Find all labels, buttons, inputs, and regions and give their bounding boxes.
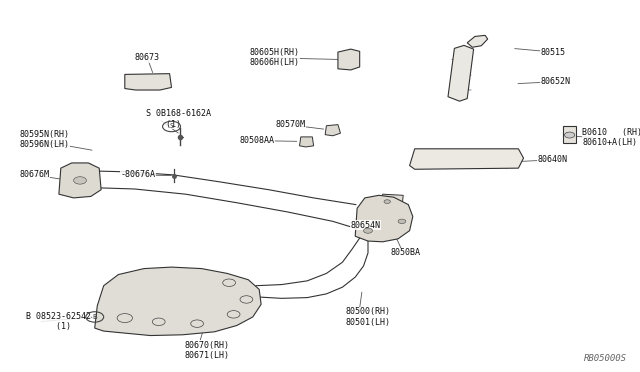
Polygon shape xyxy=(59,163,101,198)
Text: 80508AA: 80508AA xyxy=(240,136,275,145)
Text: S: S xyxy=(170,124,173,129)
Text: 80605H(RH)
80606H(LH): 80605H(RH) 80606H(LH) xyxy=(250,48,300,67)
Polygon shape xyxy=(410,149,524,169)
Text: B 08523-62542
      (1): B 08523-62542 (1) xyxy=(26,312,91,331)
Text: 80500(RH)
80501(LH): 80500(RH) 80501(LH) xyxy=(346,307,390,327)
Text: 80640N: 80640N xyxy=(538,155,568,164)
Text: B0610   (RH)
80610+A(LH): B0610 (RH) 80610+A(LH) xyxy=(582,128,640,147)
Text: -80676A: -80676A xyxy=(120,170,156,179)
Polygon shape xyxy=(563,126,576,143)
Text: 80515: 80515 xyxy=(541,48,566,57)
Circle shape xyxy=(384,200,390,203)
Text: 80670(RH)
80671(LH): 80670(RH) 80671(LH) xyxy=(184,341,229,360)
Text: 80570M: 80570M xyxy=(275,120,305,129)
Text: 80654N: 80654N xyxy=(351,221,381,230)
Circle shape xyxy=(398,219,406,224)
Text: 80652N: 80652N xyxy=(541,77,571,86)
Text: B: B xyxy=(92,314,97,320)
Text: 80595N(RH)
80596N(LH): 80595N(RH) 80596N(LH) xyxy=(19,130,69,149)
Polygon shape xyxy=(355,195,413,242)
Circle shape xyxy=(364,228,372,233)
Text: 80673: 80673 xyxy=(134,53,159,62)
Polygon shape xyxy=(325,125,340,136)
Circle shape xyxy=(564,132,575,138)
Polygon shape xyxy=(379,194,403,210)
Polygon shape xyxy=(338,49,360,70)
Polygon shape xyxy=(300,137,314,147)
Text: 80676M: 80676M xyxy=(19,170,49,179)
Text: 8050BA: 8050BA xyxy=(390,248,420,257)
Polygon shape xyxy=(467,35,488,47)
Text: S 0B168-6162A
    (1): S 0B168-6162A (1) xyxy=(146,109,211,129)
Polygon shape xyxy=(448,45,474,101)
Circle shape xyxy=(74,177,86,184)
Text: RB05000S: RB05000S xyxy=(584,354,627,363)
Polygon shape xyxy=(95,267,261,336)
Polygon shape xyxy=(125,74,172,90)
